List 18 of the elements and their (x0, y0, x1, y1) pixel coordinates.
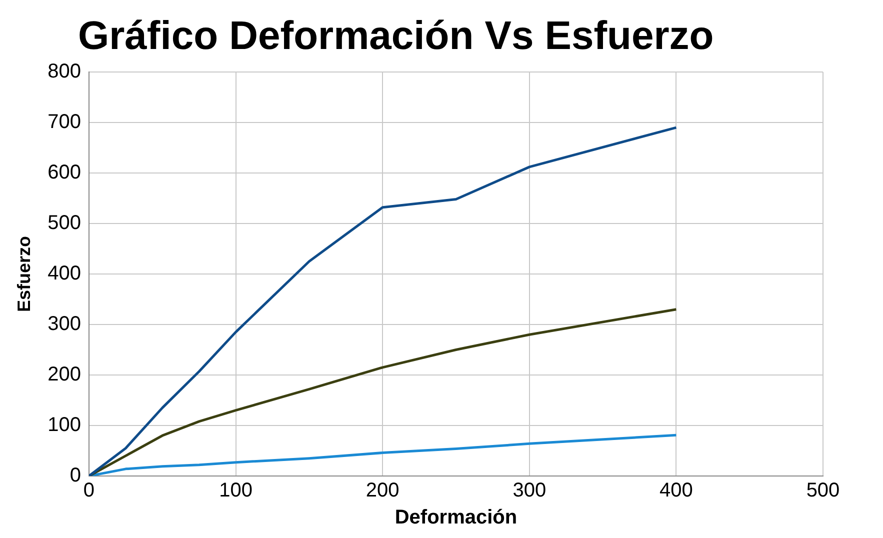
y-tick-label: 200 (48, 364, 81, 386)
y-axis-title: Esfuerzo (14, 236, 34, 312)
y-tick-label: 500 (48, 212, 81, 234)
y-tick-label: 400 (48, 262, 81, 285)
chart-title: Gráfico Deformación Vs Esfuerzo (78, 14, 714, 59)
y-tick-label: 700 (48, 111, 81, 134)
y-tick-label: 600 (48, 162, 81, 184)
y-tick-label: 0 (70, 464, 81, 487)
x-axis-title: Deformación (394, 506, 518, 529)
x-tick-label: 100 (219, 480, 252, 502)
x-tick-label: 0 (83, 480, 95, 502)
y-tick-label: 800 (48, 60, 81, 83)
y-tick-label: 300 (48, 313, 81, 336)
y-tick-label: 100 (48, 414, 81, 436)
x-tick-label: 400 (660, 480, 693, 502)
x-tick-label: 300 (512, 480, 546, 502)
x-tick-label: 200 (366, 480, 400, 502)
x-tick-label: 500 (806, 480, 840, 502)
